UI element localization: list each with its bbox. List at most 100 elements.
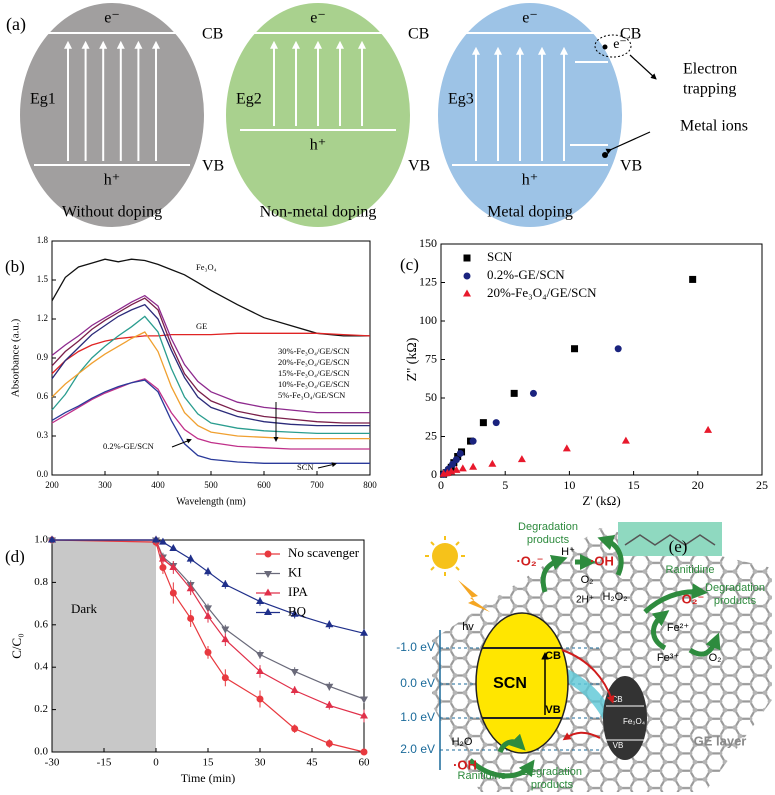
y-tick-label: 1.2 [37, 313, 48, 323]
energy-level: -1.0 eV [396, 640, 435, 654]
trap-circle [594, 34, 632, 58]
panel-label: (d) [5, 547, 25, 566]
marker [158, 554, 167, 562]
band-gap: Eg1 [30, 91, 56, 108]
band-diagram [20, 3, 204, 227]
marker [291, 725, 299, 733]
y-tick-label: 0.4 [34, 661, 48, 673]
y-tick-label: 75 [425, 351, 437, 365]
marker [621, 436, 630, 444]
fe3: Fe³⁺ [657, 652, 680, 664]
marker [290, 668, 299, 676]
x-tick-label: 300 [98, 480, 112, 490]
legend-marker [264, 550, 272, 558]
y-axis-label: C/C₀ [9, 633, 24, 659]
y-tick-label: 0 [431, 467, 437, 481]
hv: hv [462, 621, 474, 633]
marker [204, 567, 212, 575]
marker [256, 596, 264, 604]
legend-label: IPA [288, 584, 308, 599]
panel-label: (a) [6, 14, 26, 35]
line [51, 297, 370, 424]
x-tick-label: 0 [438, 478, 444, 492]
legend-label: No scavenger [288, 545, 360, 560]
charts: 200 300 400 500 600 700 8000.00.30.60.91.21.51… [5, 235, 768, 785]
x-axis-label: Time (min) [181, 771, 236, 785]
y-tick-label: 0.8 [34, 576, 48, 588]
marker [186, 584, 195, 592]
line [51, 379, 370, 464]
fe-cb-label: CB [611, 695, 622, 704]
line [51, 378, 370, 450]
x-tick-label: -30 [45, 757, 60, 769]
x-tick-label: -15 [97, 757, 112, 769]
vb-label: VB [202, 158, 224, 175]
marker [221, 626, 230, 634]
o2: O₂ [709, 652, 722, 664]
shaded-region [52, 540, 156, 752]
trapped-electron: e⁻ [613, 37, 627, 52]
y-axis-label: Absorbance (a.u.) [10, 318, 22, 397]
h2o2: H₂O₂ [602, 591, 627, 603]
annotation: Metal ions [680, 118, 748, 135]
x-tick-label: 30 [255, 757, 267, 769]
series-label: 15%-Fe₃O₄/GE/SCN [278, 368, 350, 378]
ion-dot [602, 152, 608, 158]
marker [469, 462, 478, 470]
x-tick-label: 400 [151, 480, 165, 490]
legend-label: 20%-Fe₃O₄/GE/SCN [487, 285, 597, 300]
energy-level: 1.0 eV [400, 710, 435, 724]
electron-transfer [561, 649, 615, 704]
marker [325, 740, 333, 748]
marker [360, 628, 368, 636]
x-tick-label: 25 [756, 478, 768, 492]
molecule [624, 534, 716, 546]
y-tick-label: 1.5 [37, 274, 49, 284]
marker [562, 444, 571, 452]
marker [689, 275, 697, 283]
legend-marker [264, 571, 272, 578]
marker [48, 535, 56, 543]
marker [169, 563, 178, 571]
ge-layer: GE layer [694, 733, 747, 748]
x-tick-label: 60 [359, 757, 371, 769]
vb-label: VB [408, 158, 430, 175]
series-label: 0.2%-GE/SCN [103, 441, 154, 451]
marker [488, 459, 497, 467]
hole-transfer [562, 731, 601, 741]
marker [204, 611, 212, 619]
y-tick-label: 125 [419, 274, 437, 288]
band-diagram [438, 3, 622, 227]
band-gap: Eg2 [236, 91, 262, 108]
legend-label: SCN [487, 249, 513, 264]
electron: e⁻ [522, 10, 538, 27]
hole: h⁺ [104, 172, 120, 189]
x-tick-label: 15 [203, 757, 215, 769]
annotation: Dark [71, 601, 97, 616]
marker [204, 605, 212, 613]
y-tick-label: 150 [419, 236, 437, 250]
y-tick-label: 50 [425, 390, 437, 404]
products: products [531, 779, 574, 791]
marker [458, 464, 467, 472]
panel-label: (b) [5, 257, 25, 276]
legend-label: 0.2%-GE/SCN [487, 267, 565, 282]
marker [456, 449, 464, 457]
band-gap: Eg3 [448, 91, 474, 108]
x-tick-label: 500 [204, 480, 218, 490]
marker [449, 460, 457, 468]
x-axis-label: Wavelength (nm) [176, 496, 245, 507]
panel-e: -1.0 eV 0.0 eV 1.0 eV 2.0 eV SCN CB VB C… [396, 521, 772, 792]
pointer [605, 131, 651, 155]
hydroxyl: ·OH [453, 757, 477, 772]
products: products [527, 534, 570, 546]
series-label: 30%-Fe₃O₄/GE/SCN [278, 346, 350, 356]
marker [169, 589, 177, 597]
marker [221, 635, 230, 643]
legend-label: KI [288, 564, 302, 579]
legend-marker [264, 608, 272, 615]
marker [158, 537, 167, 545]
x-tick-label: 200 [45, 480, 59, 490]
marker [360, 711, 368, 719]
